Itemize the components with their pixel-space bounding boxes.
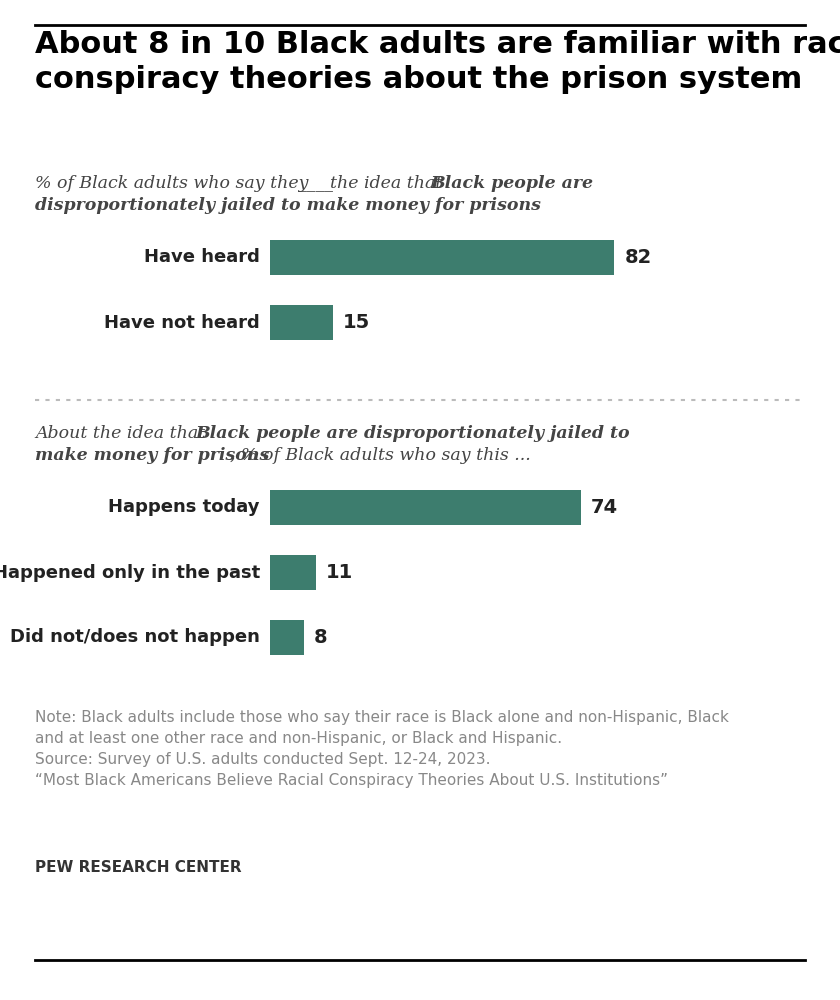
Text: disproportionately jailed to make money for prisons: disproportionately jailed to make money … [35,197,541,214]
Text: About the idea that: About the idea that [35,425,211,442]
Text: Happens today: Happens today [108,498,260,516]
Text: 8: 8 [313,628,328,647]
Text: , % of Black adults who say this ...: , % of Black adults who say this ... [230,447,531,464]
Text: 82: 82 [624,248,652,267]
Text: % of Black adults who say they: % of Black adults who say they [35,175,314,192]
Text: Black people are disproportionately jailed to: Black people are disproportionately jail… [195,425,630,442]
Text: Note: Black adults include those who say their race is Black alone and non-Hispa: Note: Black adults include those who say… [35,710,729,788]
Text: Happened only in the past: Happened only in the past [0,564,260,582]
Text: 74: 74 [591,498,618,517]
Text: Black people are: Black people are [430,175,593,192]
Text: PEW RESEARCH CENTER: PEW RESEARCH CENTER [35,860,242,875]
Text: Have not heard: Have not heard [104,314,260,332]
Text: 15: 15 [343,313,370,332]
Text: 11: 11 [326,563,354,582]
Text: make money for prisons: make money for prisons [35,447,270,464]
Text: Did not/does not happen: Did not/does not happen [10,629,260,647]
Text: About 8 in 10 Black adults are familiar with racial
conspiracy theories about th: About 8 in 10 Black adults are familiar … [35,30,840,94]
Text: the idea that: the idea that [330,175,448,192]
Text: ____: ____ [298,175,333,192]
Text: Have heard: Have heard [144,248,260,266]
